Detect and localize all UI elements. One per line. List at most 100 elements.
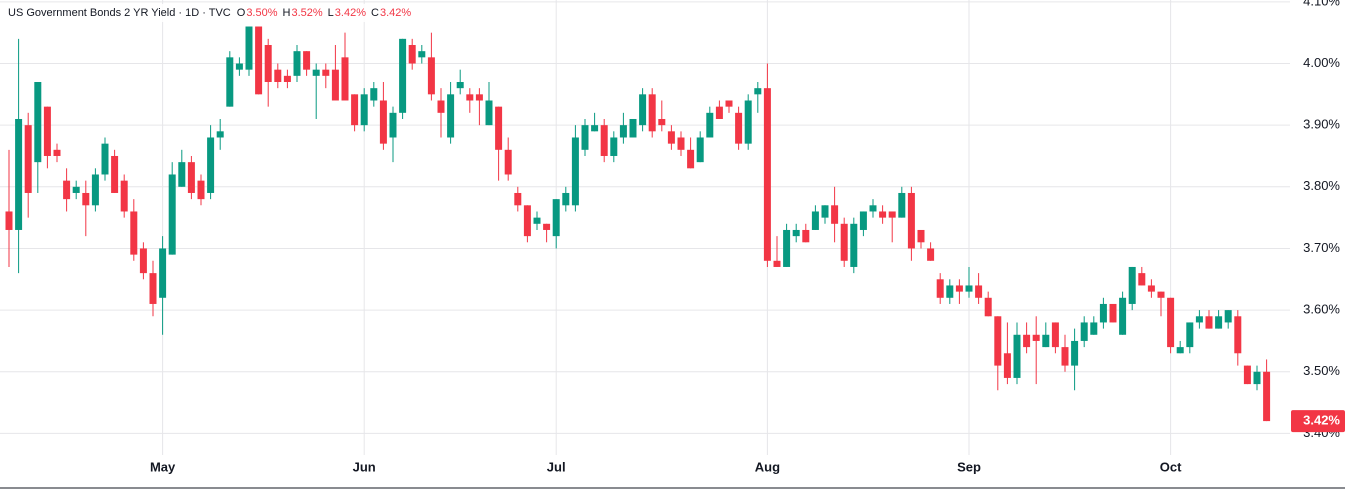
candle-body: [82, 192, 90, 206]
candle-body: [447, 94, 455, 138]
candle-body: [120, 180, 128, 212]
candle-body: [43, 106, 51, 156]
candle-body: [303, 51, 311, 70]
candle-body: [255, 26, 263, 95]
candle-body: [955, 285, 963, 292]
candle-body: [1147, 285, 1155, 292]
candle-body: [139, 248, 147, 274]
candle-body: [811, 211, 819, 230]
candle-body: [1263, 371, 1271, 422]
candle-body: [351, 94, 359, 126]
x-tick-label: Jul: [547, 459, 566, 474]
candle-body: [523, 205, 531, 237]
candle-body: [831, 205, 839, 224]
candle-body: [629, 118, 637, 138]
candle-body: [706, 112, 714, 138]
candle-body: [370, 88, 378, 101]
candle-body: [111, 155, 119, 193]
candle-body: [187, 162, 195, 193]
candle-body: [763, 88, 771, 261]
candle-body: [1224, 310, 1232, 323]
candle-body: [975, 285, 983, 298]
x-tick-label: May: [150, 459, 176, 474]
last-price-label: 3.42%: [1303, 413, 1340, 428]
x-tick-label: Oct: [1160, 459, 1182, 474]
candle-body: [1186, 322, 1194, 348]
candle-body: [437, 100, 445, 113]
candle-body: [1099, 303, 1107, 323]
candle-body: [1167, 297, 1175, 348]
legend-value: 3.52%: [291, 7, 322, 19]
candle-body: [571, 137, 579, 206]
candle-body: [869, 205, 877, 212]
candle-body: [24, 125, 32, 193]
candle-body: [1051, 322, 1059, 348]
candle-body: [591, 125, 599, 132]
y-tick-label: 3.70%: [1303, 240, 1340, 255]
candle-body: [408, 45, 416, 64]
candle-body: [533, 217, 541, 224]
legend-key: O: [237, 7, 246, 19]
candle-body: [610, 137, 618, 156]
candle-body: [1243, 365, 1251, 385]
candle-body: [504, 149, 512, 175]
candle-body: [15, 118, 23, 230]
legend-key: C: [371, 7, 379, 19]
candle-body: [562, 192, 570, 206]
candle-body: [658, 118, 666, 126]
legend-key: L: [328, 7, 334, 19]
candle-body: [1090, 322, 1098, 335]
candle-body: [331, 69, 339, 101]
candle-body: [399, 38, 407, 113]
candle-body: [1032, 334, 1040, 341]
y-tick-label: 4.10%: [1303, 0, 1340, 8]
candle-body: [1109, 303, 1117, 323]
candle-body: [379, 100, 387, 144]
candle-body: [773, 260, 781, 267]
candle-body: [53, 149, 61, 156]
legend-value: 3.42%: [335, 7, 366, 19]
candle-body: [466, 94, 474, 101]
candle-body: [1003, 353, 1011, 378]
candle-body: [168, 174, 176, 255]
candle-body: [725, 100, 733, 107]
candle-body: [581, 125, 589, 150]
candle-body: [1023, 334, 1031, 348]
candle-body: [792, 229, 800, 237]
y-tick-label: 3.80%: [1303, 178, 1340, 193]
candle-body: [389, 112, 397, 138]
candle-body: [274, 69, 282, 82]
candle-body: [197, 180, 205, 200]
candle-body: [1119, 297, 1127, 335]
candle-body: [735, 112, 743, 144]
y-tick-label: 3.60%: [1303, 302, 1340, 317]
candle-body: [715, 106, 723, 119]
candle-body: [34, 81, 42, 163]
x-tick-label: Sep: [957, 459, 981, 474]
candle-body: [783, 229, 791, 267]
candle-body: [946, 285, 954, 298]
candle-body: [293, 51, 301, 76]
candle-body: [1157, 291, 1165, 298]
candle-body: [514, 192, 522, 206]
candle-body: [600, 125, 608, 156]
candle-body: [1253, 371, 1261, 385]
candle-body: [1205, 316, 1213, 329]
candle-body: [485, 100, 493, 126]
candle-body: [821, 205, 829, 218]
candle-body: [1176, 347, 1184, 354]
candle-body: [1128, 266, 1136, 304]
candle-body: [552, 199, 560, 237]
candle-body: [754, 88, 762, 95]
candle-body: [1080, 322, 1088, 341]
candle-body: [936, 279, 944, 298]
candle-body: [130, 211, 138, 255]
candle-body: [1138, 273, 1146, 286]
x-tick-label: Jun: [353, 459, 376, 474]
candle-body: [226, 57, 234, 107]
y-tick-label: 3.90%: [1303, 117, 1340, 132]
candle-body: [5, 211, 13, 230]
candle-body: [418, 51, 426, 58]
